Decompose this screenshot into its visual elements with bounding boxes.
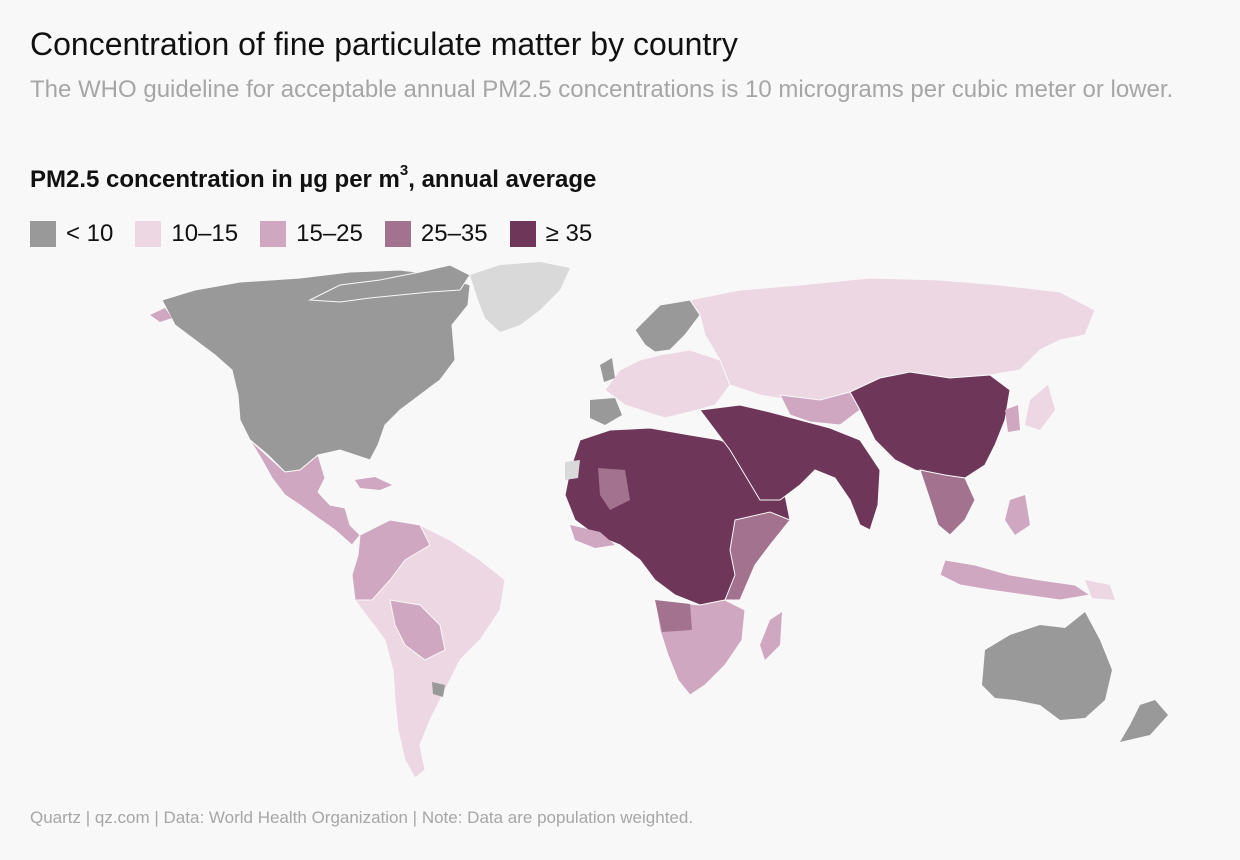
region-caribbean xyxy=(355,477,392,490)
legend-title-superscript: 3 xyxy=(399,162,409,179)
region-central-asia xyxy=(779,391,861,426)
region-east-africa xyxy=(724,511,791,601)
region-angola xyxy=(655,600,692,632)
region-uk xyxy=(600,358,615,382)
chart-title: Concentration of fine particulate matter… xyxy=(30,26,738,62)
legend-swatch-25-35 xyxy=(384,221,411,247)
world-map xyxy=(150,262,1168,779)
region-scandinavia xyxy=(634,299,701,353)
legend: < 10 10–15 15–25 25–35 ≥ 35 xyxy=(30,220,614,248)
legend-label-10-15: 10–15 xyxy=(171,220,239,247)
legend-title: PM2.5 concentration in µg per m3, annual… xyxy=(30,162,597,194)
region-uruguay xyxy=(432,682,445,697)
region-korea xyxy=(1005,405,1020,432)
legend-item-25-35: 25–35 xyxy=(384,220,488,248)
source-footer: Quartz | qz.com | Data: World Health Org… xyxy=(30,808,694,827)
region-indonesia-philippines xyxy=(939,559,1092,601)
region-china xyxy=(849,371,1011,479)
region-japan xyxy=(1025,385,1055,430)
region-madagascar xyxy=(760,612,782,660)
region-western-sahara xyxy=(565,460,580,480)
region-papua xyxy=(1085,580,1115,600)
legend-label-gte35: ≥ 35 xyxy=(545,220,593,247)
region-arctic-islands xyxy=(308,264,471,303)
region-philippines xyxy=(1005,495,1030,535)
legend-swatch-lt10 xyxy=(30,221,56,247)
region-north-america xyxy=(161,269,471,473)
legend-swatch-15-25 xyxy=(260,221,287,247)
region-mexico-central-america xyxy=(249,439,361,546)
region-australia xyxy=(982,612,1112,720)
legend-item-15-25: 15–25 xyxy=(260,220,363,248)
region-bolivia-paraguay xyxy=(389,599,446,661)
legend-label-15-25: 15–25 xyxy=(296,220,363,247)
region-mainland-southeast-asia xyxy=(919,469,976,536)
region-alaska-tip xyxy=(150,308,172,322)
region-iberia xyxy=(590,398,622,425)
region-europe xyxy=(604,349,731,419)
legend-item-lt10: < 10 xyxy=(30,220,113,248)
region-andes-north xyxy=(351,519,431,601)
legend-label-lt10: < 10 xyxy=(66,220,114,247)
legend-item-10-15: 10–15 xyxy=(135,220,238,248)
legend-swatch-10-15 xyxy=(135,221,162,247)
region-mali xyxy=(598,468,630,510)
chart-subtitle: The WHO guideline for acceptable annual … xyxy=(30,76,1174,103)
region-west-africa-coast xyxy=(570,525,615,548)
region-greenland xyxy=(470,262,570,332)
legend-item-gte35: ≥ 35 xyxy=(509,220,593,248)
region-middle-east xyxy=(699,404,881,531)
legend-swatch-gte35 xyxy=(509,221,536,247)
legend-title-main: PM2.5 concentration in µg per m xyxy=(30,166,400,193)
legend-title-tail: , annual average xyxy=(408,166,597,193)
legend-label-25-35: 25–35 xyxy=(420,220,488,247)
region-new-zealand xyxy=(1120,700,1168,742)
